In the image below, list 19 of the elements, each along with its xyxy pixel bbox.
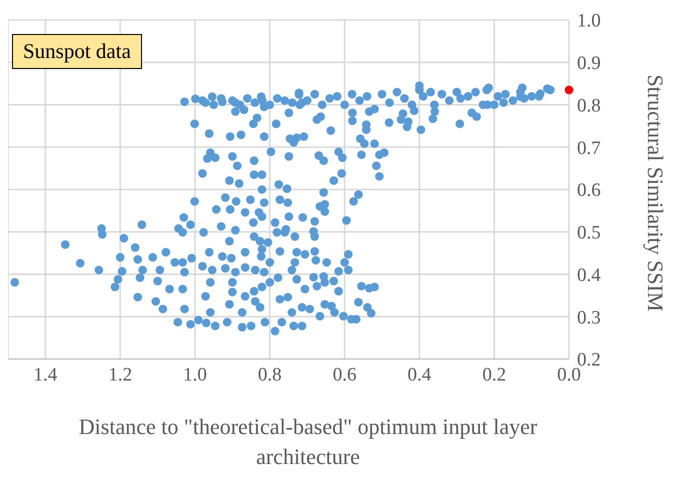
y-tick-label: 0.8 (577, 95, 601, 116)
x-tick-label: 1.2 (108, 364, 132, 386)
y-tick-label: 0.9 (577, 53, 601, 74)
annotation: Sunspot data (12, 34, 142, 69)
y-tick-label: 0.6 (577, 180, 601, 202)
y-tick-label: 0.5 (577, 222, 601, 244)
x-tick-label: 0.2 (482, 364, 506, 386)
y-tick-label: 0.4 (577, 264, 602, 286)
y-tick-label: 1.0 (577, 10, 601, 32)
x-tick-label: 0.8 (258, 364, 282, 386)
x-tick-label: 0.4 (408, 364, 432, 386)
x-tick-label: 0.6 (332, 364, 356, 386)
x-axis-title: Distance to "theoretical-based" optimum input layer architecture (78, 413, 538, 471)
y-tick-label: 0.7 (577, 138, 601, 159)
x-tick-label: 1.0 (183, 364, 207, 386)
y-axis-title: Structural Similarity SSIM (642, 73, 668, 314)
y-tick-label: 0.3 (577, 307, 601, 328)
x-tick-label: 0.0 (557, 364, 581, 386)
x-tick-label: 1.4 (34, 364, 58, 386)
